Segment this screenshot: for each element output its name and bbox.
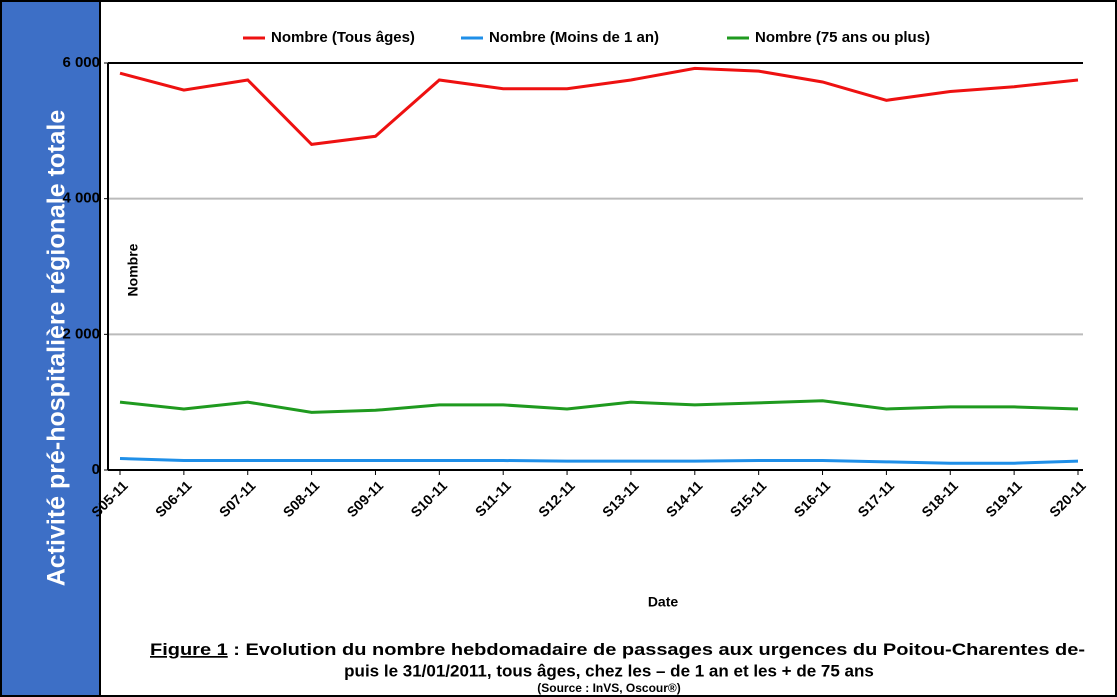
side-title: Activité pré-hospitalière régionale tota… <box>43 110 71 587</box>
x-axis-label: Date <box>648 594 679 610</box>
caption-source: (Source : InVS, Oscour®) <box>537 681 681 695</box>
y-axis-label: Nombre <box>125 243 141 296</box>
caption-line: puis le 31/01/2011, tous âges, chez les … <box>344 661 874 680</box>
caption-line: Figure 1 : Evolution du nombre hebdomada… <box>150 640 1085 659</box>
legend-label: Nombre (Moins de 1 an) <box>489 29 659 46</box>
series-line <box>119 66 1079 146</box>
legend-label: Nombre (75 ans ou plus) <box>755 29 930 46</box>
legend-label: Nombre (Tous âges) <box>271 29 415 46</box>
series-line <box>119 456 1079 465</box>
side-band <box>0 0 101 697</box>
y-tick-label: 6 000 <box>62 54 100 71</box>
figure-label: Figure 1 <box>150 640 228 659</box>
y-tick-label: 4 000 <box>62 190 100 207</box>
y-tick-label: 0 <box>92 461 100 478</box>
series-line <box>119 399 1079 414</box>
caption-text: : Evolution du nombre hebdomadaire de pa… <box>228 640 1085 659</box>
y-tick-label: 2 000 <box>62 325 100 342</box>
